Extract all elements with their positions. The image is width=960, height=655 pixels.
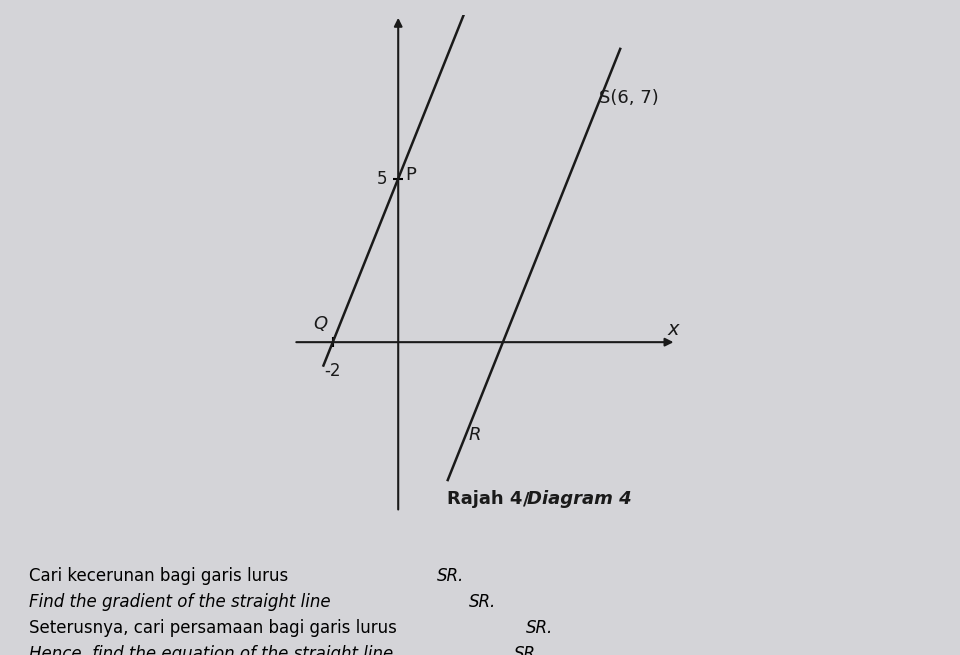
Text: x: x [667, 320, 679, 339]
Text: 5: 5 [376, 170, 387, 187]
Text: R: R [468, 426, 481, 443]
Text: S(6, 7): S(6, 7) [599, 90, 660, 107]
Text: -2: -2 [324, 362, 341, 380]
Text: SR.: SR. [514, 645, 540, 655]
Text: Seterusnya, cari persamaan bagi garis lurus: Seterusnya, cari persamaan bagi garis lu… [29, 619, 402, 637]
Text: Cari kecerunan bagi garis lurus: Cari kecerunan bagi garis lurus [29, 567, 294, 584]
Text: SR.: SR. [437, 567, 464, 584]
Text: Hence, find the equation of the straight line: Hence, find the equation of the straight… [29, 645, 398, 655]
Text: P: P [405, 166, 417, 184]
Text: Diagram 4: Diagram 4 [527, 490, 632, 508]
Text: SR.: SR. [468, 593, 495, 610]
Text: SR.: SR. [526, 619, 553, 637]
Text: Rajah 4: Rajah 4 [447, 490, 522, 508]
Text: /: / [522, 490, 529, 508]
Text: Q: Q [314, 315, 328, 333]
Text: Find the gradient of the straight line: Find the gradient of the straight line [29, 593, 336, 610]
